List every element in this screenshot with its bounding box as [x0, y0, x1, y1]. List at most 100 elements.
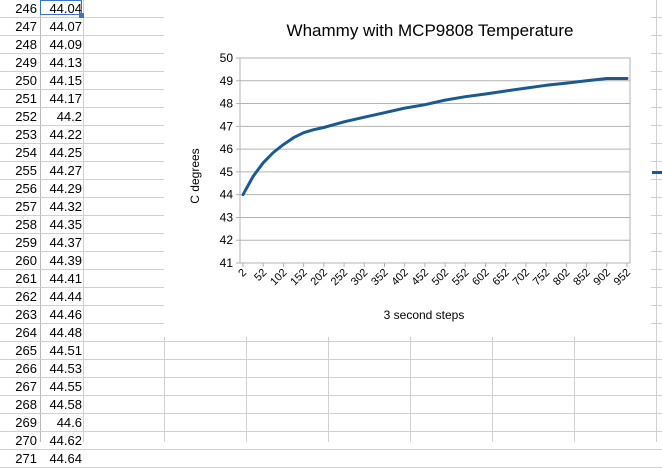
value-cell[interactable]: 44.41: [49, 271, 82, 286]
table-row[interactable]: 260 44.39: [0, 252, 662, 270]
row-header[interactable]: 253: [15, 127, 37, 142]
table-row[interactable]: 270 44.62: [0, 432, 662, 450]
value-cell[interactable]: 44.58: [49, 397, 82, 412]
row-header[interactable]: 246: [15, 1, 37, 16]
value-cell[interactable]: 44.39: [49, 253, 82, 268]
column-gridline: [40, 0, 41, 442]
y-tick-label: 46: [220, 142, 234, 156]
row-header[interactable]: 260: [15, 253, 37, 268]
table-row[interactable]: 266 44.53: [0, 360, 662, 378]
value-cell[interactable]: 44.07: [49, 19, 82, 34]
table-row[interactable]: 257 44.32: [0, 198, 662, 216]
row-header[interactable]: 268: [15, 397, 37, 412]
value-cell[interactable]: 44.55: [49, 379, 82, 394]
y-tick-label: 43: [220, 210, 234, 224]
row-header[interactable]: 261: [15, 271, 37, 286]
row-gridline: [0, 377, 662, 378]
x-axis-label: 3 second steps: [384, 308, 465, 322]
table-row[interactable]: 252 44.2: [0, 108, 662, 126]
value-cell[interactable]: 44.53: [49, 361, 82, 376]
value-cell[interactable]: 44.17: [49, 91, 82, 106]
table-row[interactable]: 248 44.09: [0, 36, 662, 54]
x-tick-label: 952: [612, 267, 633, 288]
table-row[interactable]: 271 44.64: [0, 450, 662, 468]
table-row[interactable]: 261 44.41: [0, 270, 662, 288]
value-cell[interactable]: 44.04: [49, 1, 82, 16]
table-row[interactable]: 247 44.07: [0, 18, 662, 36]
table-row[interactable]: 246 44.04: [0, 0, 662, 18]
series-line: [241, 77, 629, 197]
table-row[interactable]: 264 44.48: [0, 324, 662, 342]
value-cell[interactable]: 44.44: [49, 289, 82, 304]
x-tick-label: 2: [236, 267, 249, 280]
table-row[interactable]: 251 44.17: [0, 90, 662, 108]
row-header[interactable]: 257: [15, 199, 37, 214]
row-header[interactable]: 270: [15, 433, 37, 448]
table-row[interactable]: 259 44.37: [0, 234, 662, 252]
row-header[interactable]: 262: [15, 289, 37, 304]
row-header[interactable]: 265: [15, 343, 37, 358]
x-tick-label: 602: [470, 267, 491, 288]
row-header[interactable]: 250: [15, 73, 37, 88]
row-header[interactable]: 263: [15, 307, 37, 322]
fill-handle[interactable]: [79, 13, 84, 18]
y-tick-label: 44: [220, 188, 234, 202]
value-cell[interactable]: 44.37: [49, 235, 82, 250]
table-row[interactable]: 249 44.13: [0, 54, 662, 72]
table-row[interactable]: 262 44.44: [0, 288, 662, 306]
plot-area: [239, 57, 631, 264]
row-header[interactable]: 249: [15, 55, 37, 70]
x-tick-label: 302: [349, 267, 370, 288]
row-header[interactable]: 255: [15, 163, 37, 178]
row-header[interactable]: 252: [15, 109, 37, 124]
table-row[interactable]: 254 44.25: [0, 144, 662, 162]
legend-series-marker: [652, 171, 662, 174]
value-cell[interactable]: 44.15: [49, 73, 82, 88]
table-row[interactable]: 258 44.35: [0, 216, 662, 234]
x-tick-label: 752: [531, 267, 552, 288]
value-cell[interactable]: 44.35: [49, 217, 82, 232]
row-header[interactable]: 258: [15, 217, 37, 232]
row-header[interactable]: 271: [15, 451, 37, 466]
value-cell[interactable]: 44.27: [49, 163, 82, 178]
row-header[interactable]: 266: [15, 361, 37, 376]
y-tick-label: 45: [220, 165, 234, 179]
x-tick-label: 102: [268, 267, 289, 288]
value-cell[interactable]: 44.32: [49, 199, 82, 214]
value-cell[interactable]: 44.6: [56, 415, 82, 430]
value-cell[interactable]: 44.46: [49, 307, 82, 322]
table-row[interactable]: 268 44.58: [0, 396, 662, 414]
value-cell[interactable]: 44.13: [49, 55, 82, 70]
x-tick-label: 502: [430, 267, 451, 288]
row-header[interactable]: 254: [15, 145, 37, 160]
row-header[interactable]: 248: [15, 37, 37, 52]
table-row[interactable]: 255 44.27: [0, 162, 662, 180]
table-row[interactable]: 263 44.46: [0, 306, 662, 324]
line-chart[interactable]: Whammy with MCP9808 Temperature C degree…: [164, 0, 651, 337]
row-header[interactable]: 251: [15, 91, 37, 106]
row-header[interactable]: 256: [15, 181, 37, 196]
row-header[interactable]: 247: [15, 19, 37, 34]
value-cell[interactable]: 44.25: [49, 145, 82, 160]
table-row[interactable]: 250 44.15: [0, 72, 662, 90]
value-cell[interactable]: 44.29: [49, 181, 82, 196]
value-cell[interactable]: 44.51: [49, 343, 82, 358]
row-gridline: [0, 431, 662, 432]
table-row[interactable]: 265 44.51: [0, 342, 662, 360]
value-cell[interactable]: 44.62: [49, 433, 82, 448]
table-row[interactable]: 256 44.29: [0, 180, 662, 198]
table-row[interactable]: 269 44.6: [0, 414, 662, 432]
row-header[interactable]: 267: [15, 379, 37, 394]
value-cell[interactable]: 44.09: [49, 37, 82, 52]
row-header[interactable]: 264: [15, 325, 37, 340]
value-cell[interactable]: 44.64: [49, 451, 82, 466]
row-gridline: [0, 413, 662, 414]
value-cell[interactable]: 44.2: [56, 109, 82, 124]
row-header[interactable]: 259: [15, 235, 37, 250]
row-header[interactable]: 269: [15, 415, 37, 430]
value-cell[interactable]: 44.48: [49, 325, 82, 340]
table-row[interactable]: 253 44.22: [0, 126, 662, 144]
x-tick-label: 552: [450, 267, 471, 288]
value-cell[interactable]: 44.22: [49, 127, 82, 142]
table-row[interactable]: 267 44.55: [0, 378, 662, 396]
